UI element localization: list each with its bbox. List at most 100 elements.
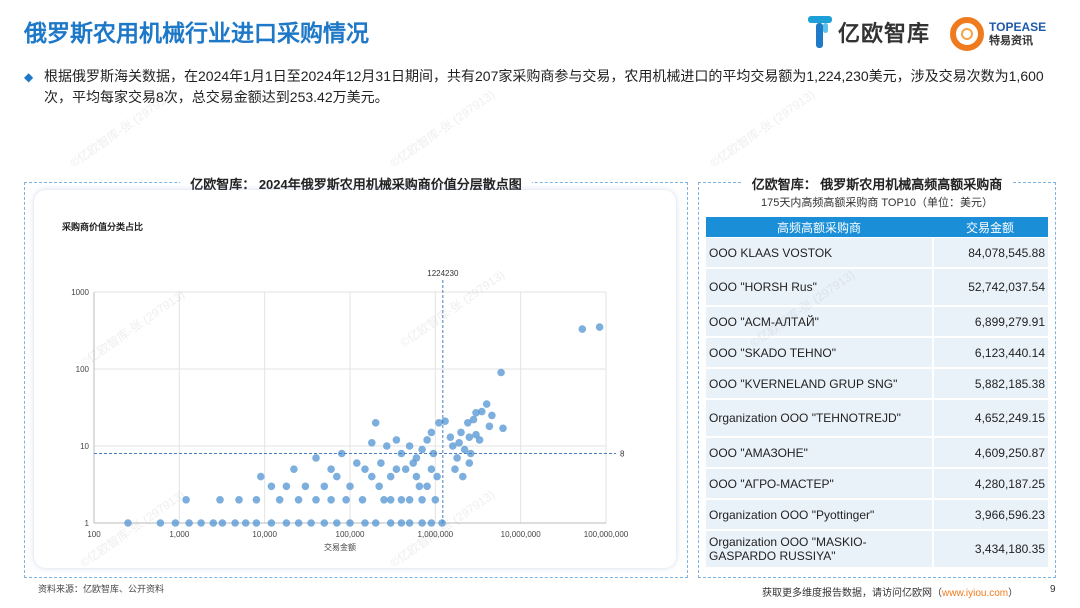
table-row: OOO "АГРО-МАСТЕР" 4,280,187.25 (706, 469, 1048, 499)
scatter-point (361, 465, 369, 474)
scatter-point (449, 442, 457, 450)
scatter-point (342, 496, 350, 504)
scatter-chart: 采购商价值分类占比 100 1,000 10,000 100,000 1,000,000 1… (61, 221, 629, 552)
scatter-chart-card: 采购商价值分类占比 100 1,000 10,000 100,000 1,000,000 1… (34, 190, 676, 568)
summary-paragraph: ◆ 根据俄罗斯海关数据，在2024年1月1日至2024年12月31日期间，共有2… (24, 66, 1054, 108)
col-header-buyer: 高频高额采购商 (706, 217, 932, 237)
table-row: Organization OOO "Pyottinger" 3,966,596.2… (706, 500, 1048, 530)
x-tick-label: 100,000 (336, 530, 365, 539)
top-buyers-subtitle: 175天内高频高额采购商 TOP10（单位：美元） (760, 197, 994, 209)
scatter-point (409, 459, 418, 467)
table-row: OOO "АМАЗОНЕ" 4,609,250.87 (706, 438, 1048, 468)
buyer-name: OOO "АГРО-МАСТЕР" (706, 469, 932, 499)
scatter-point (455, 439, 463, 447)
buyer-name: OOO "SKADO TEHNO" (706, 338, 932, 368)
scatter-point (460, 445, 469, 454)
scatter-point (418, 445, 426, 454)
scatter-point (294, 519, 303, 527)
table-row: OOO KLAAS VOSTOK 84,078,545.88 (706, 238, 1048, 268)
scatter-point (386, 519, 395, 527)
buyer-name: OOO "АМАЗОНЕ" (706, 438, 932, 468)
scatter-point (386, 472, 395, 481)
footer-more: 获取更多维度报告数据，请访问亿欧网（www.iyiou.com） (762, 584, 1018, 599)
scatter-point (429, 449, 438, 458)
table-row: OOO "SKADO TEHNO" 6,123,440.14 (706, 338, 1048, 368)
scatter-point (156, 519, 165, 527)
buyer-name: Organization OOO "MASKIO-GASPARDO RUSSIY… (706, 531, 932, 568)
scatter-point (451, 465, 459, 474)
scatter-point (441, 417, 449, 425)
scatter-point (397, 496, 406, 504)
table-row: Organization OOO "MASKIO-GASPARDO RUSSIY… (706, 531, 1048, 568)
scatter-point (485, 422, 494, 431)
scatter-point (405, 519, 414, 527)
buyer-amount: 4,652,249.15 (932, 400, 1048, 437)
scatter-point (377, 459, 385, 467)
scatter-point (427, 465, 436, 474)
scatter-point (312, 496, 320, 504)
scatter-point (235, 496, 243, 504)
scatter-panel-title: 亿欧智库： 2024年俄罗斯农用机械采购商价值分层散点图 (180, 177, 532, 192)
top-buyers-table: 高频高额采购商 交易金额 OOO KLAAS VOSTOK 84,078,545.… (706, 216, 1048, 569)
x-tick-label: 1,000 (169, 530, 190, 539)
scatter-point (386, 496, 395, 504)
scatter-point (383, 442, 391, 450)
scatter-point (327, 496, 335, 504)
scatter-panel: 亿欧智库： 2024年俄罗斯农用机械采购商价值分层散点图 (24, 177, 688, 578)
scatter-point (405, 442, 414, 450)
scatter-point (438, 519, 446, 527)
scatter-point (231, 519, 239, 527)
scatter-point (216, 496, 224, 504)
yiou-mark-icon (808, 16, 832, 48)
ref-x-label: 1224230 (427, 269, 459, 278)
scatter-point (375, 482, 384, 491)
y-tick-label: 1 (85, 519, 90, 528)
scatter-point (320, 519, 329, 527)
scatter-point (241, 519, 250, 527)
scatter-point (427, 519, 436, 527)
buyer-name: Organization OOO "Pyottinger" (706, 500, 932, 530)
buyer-name: Organization OOO "TEHNOTREJD" (706, 400, 932, 437)
buyer-amount: 6,123,440.14 (932, 338, 1048, 368)
scatter-point (392, 436, 401, 444)
ref-y-label: 8 (620, 449, 625, 458)
scatter-point (478, 407, 486, 416)
x-tick-label: 10,000 (252, 530, 277, 539)
scatter-point (368, 439, 376, 447)
scatter-point (252, 496, 261, 504)
y-tick-label: 1000 (71, 288, 89, 297)
topease-circle-icon (950, 17, 984, 51)
scatter-point (301, 482, 310, 491)
scatter-point (218, 519, 227, 527)
topease-logo: TOPEASE 特易资讯 (950, 14, 1046, 54)
scatter-point (185, 519, 193, 527)
scatter-point (124, 519, 132, 527)
buyer-amount: 84,078,545.88 (932, 238, 1048, 268)
scatter-point (433, 472, 441, 481)
scatter-point (465, 433, 474, 441)
scatter-point (435, 419, 443, 427)
page-number: 9 (1050, 584, 1056, 595)
scatter-point (482, 400, 491, 408)
scatter-point (171, 519, 180, 527)
buyer-amount: 4,280,187.25 (932, 469, 1048, 499)
scatter-point (457, 428, 465, 437)
scatter-point (497, 368, 505, 377)
footer-url-link[interactable]: www.iyiou.com (942, 588, 1009, 599)
scatter-point (469, 415, 478, 424)
table-row: OOO "KVERNELAND GRUP SNG" 5,882,185.38 (706, 369, 1048, 399)
top-buyers-panel-title: 亿欧智库： 俄罗斯农用机械高频高额采购商 (741, 177, 1013, 192)
scatter-point (197, 519, 205, 527)
scatter-point (412, 472, 421, 481)
scatter-point (472, 409, 480, 417)
scatter-point (418, 519, 426, 527)
table-row: Organization OOO "TEHNOTREJD" 4,652,249.1… (706, 400, 1048, 437)
scatter-point (380, 496, 388, 504)
topease-logo-cn: 特易资讯 (989, 35, 1033, 47)
scatter-point (401, 465, 410, 474)
scatter-point (353, 459, 361, 467)
buyer-amount: 5,882,185.38 (932, 369, 1048, 399)
diamond-bullet-icon: ◆ (24, 70, 34, 84)
scatter-point (290, 465, 298, 474)
table-row: OOO "HORSH Rus" 52,742,037.54 (706, 269, 1048, 306)
